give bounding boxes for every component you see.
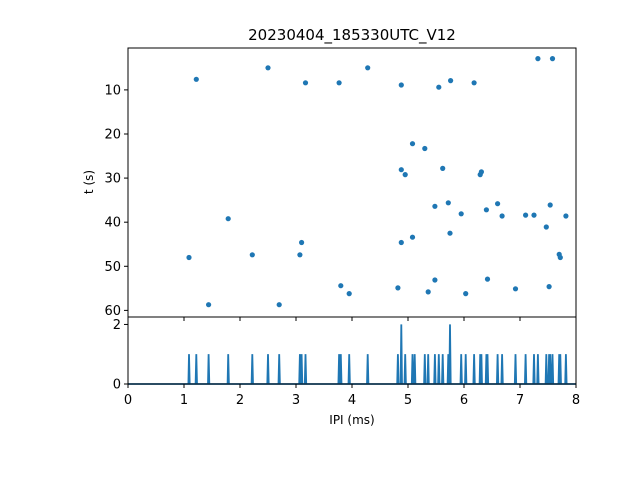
histogram-x-ticks: 0 1 2 3 4 5 6 7 8 <box>124 384 580 408</box>
scatter-point <box>398 167 404 173</box>
scatter-point <box>338 283 344 289</box>
x-tick-label: 6 <box>460 393 468 408</box>
scatter-point <box>402 172 408 178</box>
scatter-point <box>495 201 501 207</box>
scatter-point <box>484 276 491 282</box>
scatter-point <box>483 207 489 213</box>
histogram-y-tick-label: 0 <box>113 378 121 393</box>
scatter-point <box>422 145 428 152</box>
scatter-point <box>432 203 438 209</box>
x-tick-label: 0 <box>124 393 132 408</box>
y-tick-label: 40 <box>104 216 121 231</box>
scatter-point <box>409 141 416 147</box>
scatter-point <box>458 211 464 217</box>
scatter-point <box>336 80 342 86</box>
scatter-points <box>186 56 569 308</box>
scatter-point <box>249 252 255 258</box>
y-axis-label: t (s) <box>82 170 96 194</box>
scatter-point <box>447 230 453 236</box>
scatter-point <box>302 80 309 86</box>
scatter-point <box>445 200 451 206</box>
chart-title: 20230404_185330UTC_V12 <box>248 26 456 45</box>
scatter-point <box>395 285 401 291</box>
x-tick-label: 3 <box>292 393 300 408</box>
scatter-point <box>398 82 404 88</box>
scatter-point <box>432 277 438 283</box>
scatter-point <box>297 252 303 258</box>
scatter-point <box>512 286 519 292</box>
y-tick-label: 30 <box>104 172 121 187</box>
scatter-point <box>557 254 563 261</box>
y-tick-label: 60 <box>104 304 121 319</box>
scatter-point <box>543 224 549 230</box>
scatter-point <box>193 76 199 82</box>
x-tick-label: 7 <box>516 393 524 408</box>
scatter-point <box>463 291 469 297</box>
scatter-point <box>225 216 231 222</box>
scatter-point <box>409 234 416 240</box>
scatter-point <box>547 202 553 208</box>
scatter-point <box>436 84 442 90</box>
x-tick-label: 8 <box>572 393 580 408</box>
scatter-point <box>440 165 446 171</box>
scatter-point <box>549 56 556 62</box>
scatter-point <box>546 284 552 290</box>
histogram-y-ticks: 02 <box>113 318 128 393</box>
y-tick-label: 50 <box>104 260 121 275</box>
scatter-point <box>365 65 371 71</box>
scatter-point <box>276 302 282 308</box>
scatter-point <box>523 212 529 218</box>
x-tick-label: 5 <box>404 393 412 408</box>
scatter-point <box>563 213 569 219</box>
scatter-point <box>531 212 537 218</box>
scatter-point <box>299 239 305 246</box>
scatter-point <box>398 239 404 246</box>
scatter-y-ticks: 10 20 30 40 50 60 <box>104 83 128 319</box>
x-tick-label: 2 <box>236 393 244 408</box>
x-tick-label: 4 <box>348 393 356 408</box>
scatter-point <box>346 291 352 297</box>
scatter-point <box>206 302 212 308</box>
scatter-point <box>186 254 192 261</box>
scatter-point <box>265 65 271 71</box>
histogram-y-tick-label: 2 <box>113 318 121 333</box>
y-tick-label: 10 <box>104 83 121 98</box>
scatter-point <box>448 78 454 84</box>
scatter-point <box>499 213 505 219</box>
scatter-point <box>471 80 477 86</box>
scatter-panel: 10 20 30 40 50 60 t (s) <box>82 47 577 321</box>
y-tick-label: 20 <box>104 127 121 142</box>
scatter-point <box>425 289 431 295</box>
scatter-point <box>535 56 541 62</box>
x-axis-label: IPI (ms) <box>329 413 374 427</box>
scatter-point <box>478 169 484 175</box>
x-tick-label: 1 <box>180 393 188 408</box>
